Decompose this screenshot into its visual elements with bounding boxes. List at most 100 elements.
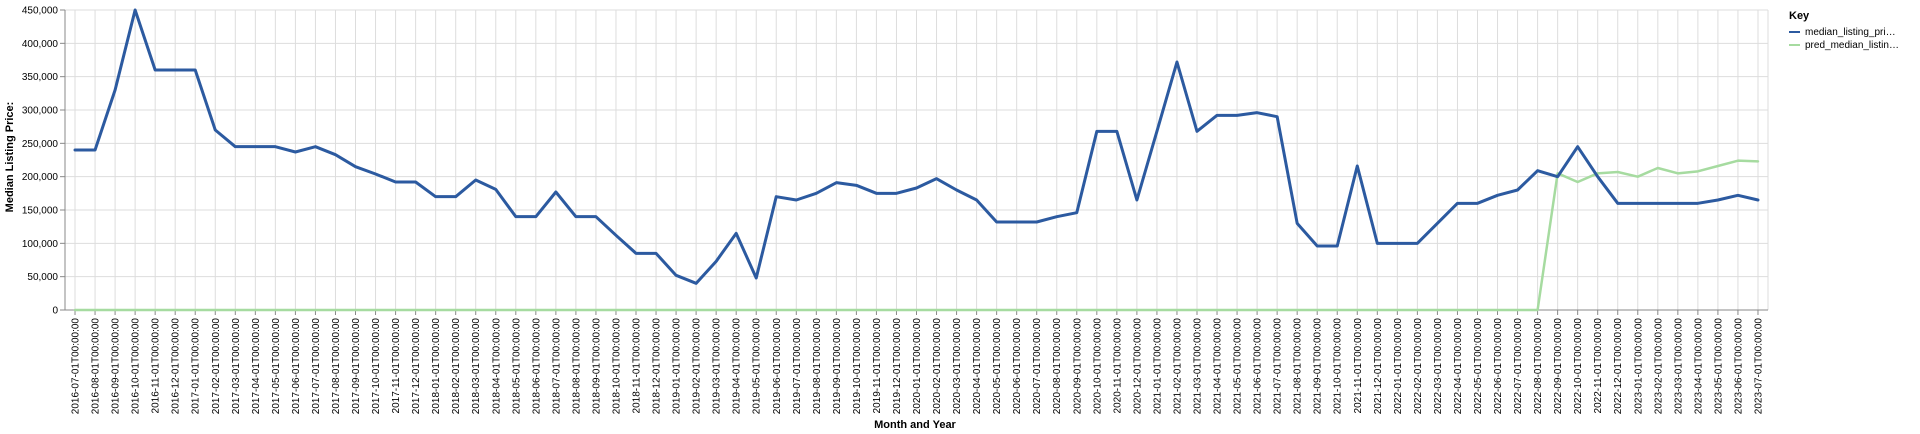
x-tick-label: 2022-06-01T00:00:00 bbox=[1493, 318, 1504, 415]
y-tick-label: 350,000 bbox=[22, 72, 59, 83]
legend-label-pred: pred_median_listin… bbox=[1805, 40, 1899, 51]
x-tick-label: 2016-09-01T00:00:00 bbox=[111, 318, 122, 415]
x-tick-label: 2018-10-01T00:00:00 bbox=[611, 318, 622, 415]
x-tick-label: 2020-12-01T00:00:00 bbox=[1132, 318, 1143, 415]
x-tick-label: 2018-06-01T00:00:00 bbox=[531, 318, 542, 415]
x-tick-label: 2017-01-01T00:00:00 bbox=[191, 318, 202, 415]
x-tick-label: 2020-09-01T00:00:00 bbox=[1072, 318, 1083, 415]
x-tick-label: 2021-01-01T00:00:00 bbox=[1152, 318, 1163, 415]
x-tick-label: 2023-01-01T00:00:00 bbox=[1633, 318, 1644, 415]
y-tick-label: 0 bbox=[52, 306, 58, 317]
x-tick-label: 2016-08-01T00:00:00 bbox=[91, 318, 102, 415]
x-tick-label: 2023-04-01T00:00:00 bbox=[1693, 318, 1704, 415]
x-tick-label: 2020-06-01T00:00:00 bbox=[1012, 318, 1023, 415]
x-tick-label: 2023-05-01T00:00:00 bbox=[1713, 318, 1724, 415]
x-tick-label: 2020-01-01T00:00:00 bbox=[912, 318, 923, 415]
y-tick-label: 400,000 bbox=[22, 39, 59, 50]
x-tick-label: 2017-12-01T00:00:00 bbox=[411, 318, 422, 415]
x-tick-label: 2016-10-01T00:00:00 bbox=[131, 318, 142, 415]
x-tick-label: 2022-01-01T00:00:00 bbox=[1393, 318, 1404, 415]
x-tick-label: 2019-08-01T00:00:00 bbox=[812, 318, 823, 415]
x-tick-label: 2018-05-01T00:00:00 bbox=[511, 318, 522, 415]
x-tick-label: 2017-05-01T00:00:00 bbox=[271, 318, 282, 415]
x-tick-label: 2018-07-01T00:00:00 bbox=[551, 318, 562, 415]
x-tick-label: 2017-04-01T00:00:00 bbox=[251, 318, 262, 415]
x-tick-label: 2017-10-01T00:00:00 bbox=[371, 318, 382, 415]
y-tick-label: 450,000 bbox=[22, 6, 59, 17]
x-tick-label: 2021-04-01T00:00:00 bbox=[1213, 318, 1224, 415]
x-tick-label: 2019-12-01T00:00:00 bbox=[892, 318, 903, 415]
x-tick-label: 2017-02-01T00:00:00 bbox=[211, 318, 222, 415]
x-tick-label: 2022-05-01T00:00:00 bbox=[1473, 318, 1484, 415]
x-tick-label: 2023-07-01T00:00:00 bbox=[1753, 318, 1764, 415]
x-tick-label: 2016-07-01T00:00:00 bbox=[71, 318, 82, 415]
x-tick-label: 2018-11-01T00:00:00 bbox=[632, 318, 643, 414]
x-tick-label: 2020-11-01T00:00:00 bbox=[1112, 318, 1123, 414]
x-tick-label: 2021-05-01T00:00:00 bbox=[1233, 318, 1244, 415]
x-tick-label: 2020-08-01T00:00:00 bbox=[1052, 318, 1063, 415]
x-tick-label: 2022-12-01T00:00:00 bbox=[1613, 318, 1624, 415]
x-tick-label: 2018-01-01T00:00:00 bbox=[431, 318, 442, 415]
x-tick-label: 2019-03-01T00:00:00 bbox=[712, 318, 723, 415]
x-tick-label: 2019-06-01T00:00:00 bbox=[772, 318, 783, 415]
x-tick-label: 2020-02-01T00:00:00 bbox=[932, 318, 943, 415]
y-axis-title: Median Listing Price: bbox=[4, 102, 16, 213]
x-tick-label: 2021-10-01T00:00:00 bbox=[1333, 318, 1344, 415]
y-tick-label: 250,000 bbox=[22, 139, 59, 150]
x-tick-label: 2017-07-01T00:00:00 bbox=[311, 318, 322, 415]
x-tick-label: 2021-07-01T00:00:00 bbox=[1273, 318, 1284, 415]
series-lines bbox=[73, 8, 1760, 312]
x-tick-label: 2020-04-01T00:00:00 bbox=[972, 318, 983, 415]
x-tick-label: 2021-12-01T00:00:00 bbox=[1373, 318, 1384, 415]
x-tick-label: 2019-04-01T00:00:00 bbox=[732, 318, 743, 415]
series-line-pred bbox=[73, 159, 1760, 312]
y-tick-label: 200,000 bbox=[22, 172, 59, 183]
x-tick-label: 2017-11-01T00:00:00 bbox=[391, 318, 402, 414]
x-tick-label: 2018-09-01T00:00:00 bbox=[591, 318, 602, 415]
x-tick-label: 2021-06-01T00:00:00 bbox=[1253, 318, 1264, 415]
x-tick-label: 2021-11-01T00:00:00 bbox=[1353, 318, 1364, 414]
x-tick-label: 2020-03-01T00:00:00 bbox=[952, 318, 963, 415]
x-tick-label: 2022-07-01T00:00:00 bbox=[1513, 318, 1524, 415]
x-axis: 2016-07-01T00:00:00 2016-08-01T00:00:00 20… bbox=[65, 309, 1768, 415]
x-tick-label: 2023-06-01T00:00:00 bbox=[1733, 318, 1744, 415]
x-tick-label: 2019-07-01T00:00:00 bbox=[792, 318, 803, 415]
x-tick-label: 2022-08-01T00:00:00 bbox=[1533, 318, 1544, 415]
x-tick-label: 2019-10-01T00:00:00 bbox=[852, 318, 863, 415]
x-tick-label: 2016-12-01T00:00:00 bbox=[171, 318, 182, 415]
x-tick-label: 2019-02-01T00:00:00 bbox=[692, 318, 703, 415]
x-tick-label: 2023-02-01T00:00:00 bbox=[1653, 318, 1664, 415]
y-tick-label: 50,000 bbox=[27, 272, 58, 283]
series-line-median bbox=[73, 8, 1760, 285]
x-tick-label: 2018-12-01T00:00:00 bbox=[652, 318, 663, 415]
x-tick-label: 2022-11-01T00:00:00 bbox=[1593, 318, 1604, 414]
gridlines bbox=[65, 9, 1769, 311]
x-tick-label: 2021-02-01T00:00:00 bbox=[1172, 318, 1183, 415]
legend-title: Key bbox=[1789, 10, 1810, 22]
y-tick-label: 100,000 bbox=[22, 239, 59, 250]
x-tick-label: 2018-03-01T00:00:00 bbox=[471, 318, 482, 415]
x-tick-label: 2021-09-01T00:00:00 bbox=[1313, 318, 1324, 415]
x-tick-label: 2019-09-01T00:00:00 bbox=[832, 318, 843, 415]
x-tick-label: 2022-04-01T00:00:00 bbox=[1453, 318, 1464, 415]
x-tick-label: 2019-11-01T00:00:00 bbox=[872, 318, 883, 414]
x-tick-label: 2018-08-01T00:00:00 bbox=[571, 318, 582, 415]
x-tick-label: 2020-05-01T00:00:00 bbox=[992, 318, 1003, 415]
x-tick-label: 2021-03-01T00:00:00 bbox=[1192, 318, 1203, 415]
x-tick-label: 2021-08-01T00:00:00 bbox=[1293, 318, 1304, 415]
x-tick-label: 2018-02-01T00:00:00 bbox=[451, 318, 462, 415]
x-tick-label: 2022-10-01T00:00:00 bbox=[1573, 318, 1584, 415]
y-axis: 0 50,000 100,000 150,000 200,000 250,000 300,0… bbox=[22, 6, 66, 317]
legend-label-median: median_listing_pri… bbox=[1805, 27, 1896, 38]
y-tick-label: 300,000 bbox=[22, 106, 59, 117]
x-tick-label: 2017-08-01T00:00:00 bbox=[331, 318, 342, 415]
x-tick-label: 2020-07-01T00:00:00 bbox=[1032, 318, 1043, 415]
legend: Key median_listing_pri… pred_median_list… bbox=[1789, 10, 1899, 51]
x-tick-label: 2022-02-01T00:00:00 bbox=[1413, 318, 1424, 415]
x-tick-label: 2022-03-01T00:00:00 bbox=[1433, 318, 1444, 415]
x-tick-label: 2020-10-01T00:00:00 bbox=[1092, 318, 1103, 415]
x-tick-label: 2023-03-01T00:00:00 bbox=[1673, 318, 1684, 415]
x-tick-label: 2016-11-01T00:00:00 bbox=[151, 318, 162, 414]
x-tick-label: 2017-09-01T00:00:00 bbox=[351, 318, 362, 415]
